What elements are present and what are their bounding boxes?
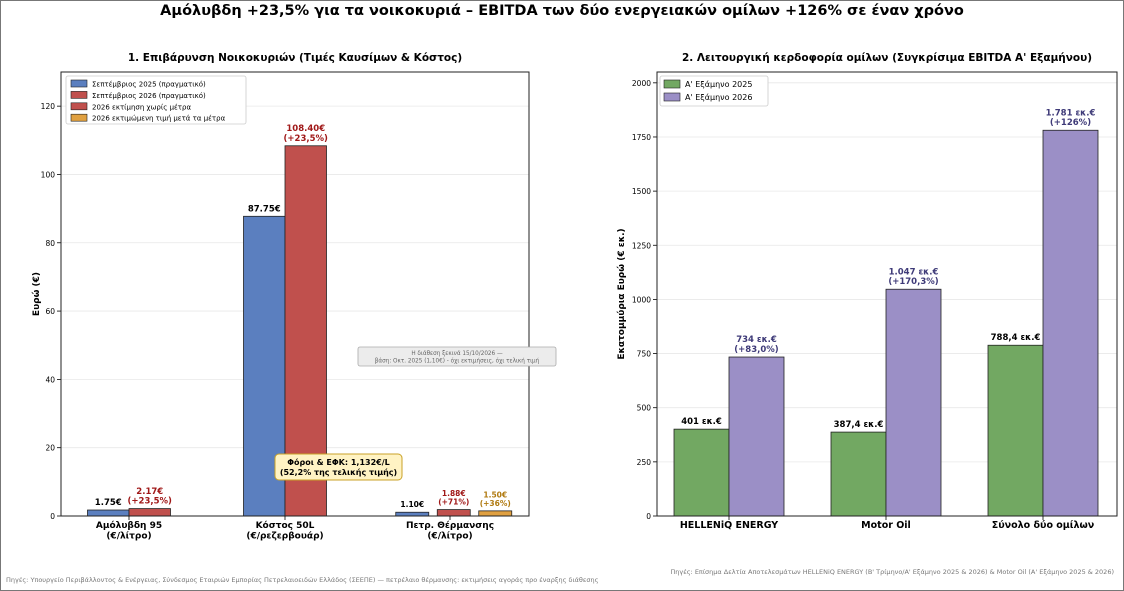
footer-source-left: Πηγές: Υπουργείο Περιβάλλοντος & Ενέργει… (6, 576, 599, 584)
data-label: 1.047 εκ.€ (+170,3%) (888, 267, 938, 287)
legend-label: Α' Εξάμηνο 2025 (685, 80, 752, 89)
plot-frame (656, 71, 1118, 517)
bar (673, 428, 730, 517)
legend-label: 2026 εκτίμηση χωρίς μέτρα (92, 103, 191, 111)
bar (728, 356, 785, 517)
x-tick-label: Motor Oil (861, 520, 911, 531)
y-tick-label: 750 (637, 350, 652, 359)
y-tick-label: 1000 (632, 295, 651, 304)
bar (830, 431, 887, 517)
y-tick-label: 250 (637, 458, 652, 467)
data-label: 387,4 εκ.€ (834, 420, 884, 430)
annotation-text: Η διάθεση ξεκινά 15/10/2026 — βάση: Οκτ. … (375, 350, 540, 365)
legend-box (65, 75, 247, 125)
bar (87, 509, 130, 517)
bar (478, 510, 513, 517)
bar (987, 344, 1044, 517)
y-tick-label: 80 (45, 239, 55, 248)
figure-title: Αμόλυβδη +23,5% για τα νοικοκυριά – EBIT… (160, 3, 964, 19)
x-tick-label: Αμόλυβδη 95 (€/λίτρο) (96, 520, 162, 541)
data-label: 108.40€ (+23,5%) (284, 124, 328, 144)
data-label: 788,4 εκ.€ (991, 333, 1041, 343)
y-tick-label: 20 (45, 444, 55, 453)
legend-swatch (70, 113, 88, 122)
data-label: 2.17€ (+23,5%) (128, 487, 172, 507)
bar (128, 508, 171, 517)
x-tick-label: HELLENiQ ENERGY (680, 520, 778, 531)
legend-swatch (663, 92, 681, 102)
data-label: 1.50€ (+36%) (480, 490, 511, 508)
data-label: 734 εκ.€ (+83,0%) (734, 335, 778, 355)
bar (885, 288, 942, 517)
legend-box (659, 75, 769, 107)
legend-swatch (70, 91, 88, 99)
y-tick-label: 40 (45, 375, 55, 384)
legend-label: Σεπτέμβριος 2026 (πραγματικό) (92, 92, 206, 100)
y-tick-label: 120 (41, 102, 56, 111)
chart-title: 2. Λειτουργική κερδοφορία ομίλων (Συγκρί… (682, 52, 1092, 64)
bar (436, 509, 471, 517)
data-label: 1.781 εκ.€ (+126%) (1046, 108, 1096, 128)
y-tick-label: 1250 (632, 241, 651, 250)
legend-label: Α' Εξάμηνο 2026 (685, 93, 752, 102)
legend: Α' Εξάμηνο 2025 Α' Εξάμηνο 2026 (659, 75, 769, 107)
bar (395, 511, 430, 517)
plot-frame (60, 71, 530, 517)
legend-label: 2026 εκτιμώμενη τιμή μετά τα μέτρα (92, 115, 226, 123)
legend-swatch (663, 79, 681, 89)
annotation-box (274, 453, 403, 481)
annotation-heating-note: Η διάθεση ξεκινά 15/10/2026 — βάση: Οκτ. … (357, 346, 557, 367)
annotation-text: Φόροι & ΕΦΚ: 1,132€/L (52,2% της τελικής … (280, 457, 397, 477)
data-label: 87.75€ (248, 204, 281, 214)
legend-label: Σεπτέμβριος 2025 (πραγματικό) (92, 81, 206, 89)
chart-left: 1. Επιβάρυνση Νοικοκυριών (Τιμές Καυσίμω… (31, 52, 557, 541)
y-tick-label: 60 (45, 307, 55, 316)
legend-swatch (70, 79, 88, 88)
x-tick-label: Πετρ. Θέρμανσης (€/λίτρο) (406, 520, 494, 541)
y-tick-label: 1500 (632, 187, 651, 196)
data-label: 1.88€ (+71%) (438, 489, 469, 507)
y-tick-label: 2000 (632, 79, 651, 88)
chart-title: 1. Επιβάρυνση Νοικοκυριών (Τιμές Καυσίμω… (128, 52, 462, 64)
y-tick-label: 500 (637, 404, 652, 413)
data-label: 1.75€ (95, 498, 122, 508)
footer-source-right: Πηγές: Επίσημα Δελτία Αποτελεσμάτων HELL… (670, 568, 1114, 576)
bar (1042, 129, 1099, 517)
annotation-box (357, 346, 557, 367)
y-tick-label: 100 (41, 170, 56, 179)
data-label: 1.10€ (400, 500, 424, 509)
x-tick-label: Σύνολο δύο ομίλων (992, 520, 1095, 531)
y-axis-label: Ευρώ (€) (31, 272, 42, 316)
legend: Σεπτέμβριος 2025 (πραγματικό) Σεπτέμβριος… (65, 75, 247, 125)
y-tick-label: 1750 (632, 133, 651, 142)
chart-right: 2. Λειτουργική κερδοφορία ομίλων (Συγκρί… (616, 52, 1118, 531)
y-tick-label: 0 (50, 512, 55, 521)
y-tick-label: 0 (646, 512, 651, 521)
annotation-taxes: Φόροι & ΕΦΚ: 1,132€/L (52,2% της τελικής … (274, 453, 403, 481)
y-axis-label: Εκατομμύρια Ευρώ (€ εκ.) (616, 228, 627, 359)
legend-swatch (70, 102, 88, 111)
data-label: 401 εκ.€ (681, 417, 722, 427)
x-tick-label: Κόστος 50L (€/ρεζερβουάρ) (246, 520, 323, 541)
